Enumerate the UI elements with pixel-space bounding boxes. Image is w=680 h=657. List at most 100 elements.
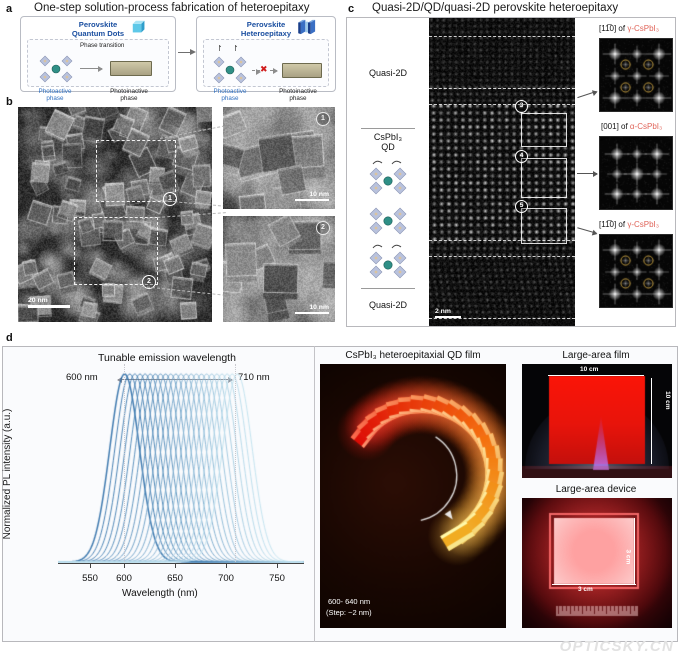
photoactive-phase-label: Photoactive phase	[38, 88, 72, 103]
panel-a: a One-step solution-process fabrication …	[0, 0, 340, 102]
hrtem-marker-4: 4	[515, 150, 528, 163]
panel-c-frame: Quasi-2D CsPbI₃ QD	[346, 17, 676, 327]
guide-710nm	[235, 364, 237, 564]
qd-film-photo: 600- 640 nm (Step: ~2 nm)	[320, 364, 506, 628]
film-dim-top-label: 10 cm	[580, 366, 599, 373]
photoinactive-phase-label-2: Photoinactive phase	[279, 88, 317, 103]
perovskite-quantum-dots-card: Perovskite Quantum Dots Phase transition	[20, 16, 176, 102]
qd-card-inner: Phase transition Photoactive phase Photo…	[27, 39, 169, 102]
qd-film-title: CsPbI₃ heteroepitaxial QD film	[345, 350, 481, 361]
panel-b: b 1 2 20 nm 1 10 nm 2 10 nm	[0, 96, 340, 328]
photoactive-octahedra-icon	[39, 55, 73, 83]
scalebar-inset-1	[295, 199, 329, 201]
inset-1-marker: 1	[316, 112, 330, 126]
fft-image-2	[599, 136, 673, 210]
phase-transition-arrow	[80, 65, 103, 72]
fft-pointer-1	[577, 90, 597, 99]
scalebar-inset-2-label: 10 nm	[309, 304, 329, 311]
rotation-arrow-right-icon: ↾	[232, 44, 239, 53]
large-area-film-photo: 10 cm 10 cm	[522, 364, 672, 478]
panel-a-letter: a	[6, 3, 13, 15]
layer-label-mid: CsPbI₃ QD	[373, 132, 403, 152]
fft-roi-box-4	[521, 158, 567, 198]
xtick-label-700: 700	[218, 573, 234, 584]
scalebar-overview-label: 20 nm	[28, 297, 48, 304]
photoinactive-phase-label: Photoinactive phase	[110, 88, 148, 103]
hrtem-marker-3: 3	[515, 100, 528, 113]
film-dim-line-top	[548, 375, 644, 376]
divider-top	[361, 128, 415, 129]
xtick-550	[90, 564, 91, 568]
qd-film-caption-line1: 600- 640 nm	[328, 596, 371, 606]
blocked-arrow-left	[252, 68, 261, 75]
het-card-inner: ↾ ↾ ✖ Photoactive phase Photoinactive ph	[203, 39, 329, 102]
watermark: OPTICSKY.CN	[559, 638, 674, 655]
xtick-650	[175, 564, 176, 568]
photoinactive-slab-2	[282, 63, 322, 78]
fft-roi-box-3	[521, 113, 567, 147]
blocked-transition-x-icon: ✖	[260, 64, 268, 74]
chart-title: Tunable emission wavelength	[98, 352, 236, 364]
pl-spectra-chart: Tunable emission wavelength 600 nm 710 n…	[2, 350, 306, 599]
octahedra-unit-icon-1	[369, 160, 407, 195]
fft-pointer-3	[577, 227, 597, 234]
scalebar-inset-2	[295, 312, 329, 314]
device-dim-line-bottom	[552, 584, 636, 585]
chart-plot-area: 550 600 650 700 750 Wavelength (nm)	[58, 364, 304, 599]
scalebar-hrtem	[435, 315, 461, 318]
photoactive-octahedra-icon-2	[213, 56, 247, 84]
device-dim-bottom-label: 3 cm	[578, 586, 593, 593]
interface-dashed-line-4	[429, 240, 575, 241]
large-film-title: Large-area film	[562, 350, 630, 361]
panel-c: c Quasi-2D/QD/quasi-2D perovskite hetero…	[344, 0, 680, 330]
guide-600nm	[124, 364, 126, 564]
layer-label-top: Quasi-2D	[368, 68, 407, 78]
film-dim-right-label: 10 cm	[663, 391, 671, 410]
divider-bottom	[361, 288, 415, 289]
qd-cube-icon	[132, 20, 145, 33]
octahedra-unit-icon-3	[369, 244, 407, 279]
roi-box-1	[96, 140, 176, 202]
panel-d-letter: d	[6, 332, 13, 344]
interface-dashed-line-6	[429, 318, 575, 319]
interface-dashed-line-5	[429, 256, 575, 257]
interface-dashed-line-1	[429, 36, 575, 37]
hrtem-marker-5: 5	[515, 200, 528, 213]
interface-dashed-line-3	[429, 104, 575, 105]
hrtem-image: 3 4 5 2 nm	[429, 18, 575, 326]
xtick-label-550: 550	[82, 573, 98, 584]
photoinactive-slab	[110, 61, 152, 76]
tem-inset-2-image: 2 10 nm	[223, 216, 335, 322]
panel-d-separator	[314, 346, 315, 642]
heteroepitaxy-slabs-icon	[298, 19, 316, 35]
y-axis-title: Normalized PL intensity (a.u.)	[1, 408, 13, 540]
xtick-750	[277, 564, 278, 568]
het-card-title: Perovskite Heteroepitaxy	[240, 20, 292, 38]
fft-image-3	[599, 234, 673, 308]
roi-marker-2: 2	[142, 275, 156, 289]
photoactive-phase-label-2: Photoactive phase	[213, 88, 247, 103]
fft-label-1: [11̅0] of γ-CsPbI₃	[599, 24, 660, 33]
qd-film-caption-line2: (Step: ~2 nm)	[326, 607, 372, 617]
fft-pointer-2	[577, 170, 598, 177]
blocked-arrow-right	[270, 67, 278, 74]
panel-b-letter: b	[6, 96, 13, 108]
fft-label-2: [001] of α-CsPbI₃	[601, 122, 663, 131]
xtick-label-650: 650	[167, 573, 183, 584]
x-axis	[58, 562, 304, 564]
xtick-700	[226, 564, 227, 568]
device-dim-right-label: 3 cm	[624, 549, 632, 565]
structure-schematic-column: Quasi-2D CsPbI₃ QD	[347, 18, 429, 326]
roi-marker-1: 1	[163, 192, 177, 206]
scalebar-hrtem-label: 2 nm	[435, 308, 451, 315]
panel-a-title: One-step solution-process fabrication of…	[34, 2, 310, 14]
layer-label-bottom: Quasi-2D	[368, 300, 407, 310]
roi-box-2	[74, 217, 158, 285]
process-arrow	[178, 48, 196, 56]
phase-transition-label: Phase transition	[80, 42, 125, 49]
x-axis-title: Wavelength (nm)	[122, 588, 198, 599]
panel-d: d Tunable emission wavelength 600 nm 710…	[0, 332, 680, 657]
panel-c-letter: c	[348, 3, 355, 15]
qd-card-title: Perovskite Quantum Dots	[71, 20, 125, 38]
octahedra-unit-icon-2	[369, 207, 407, 235]
